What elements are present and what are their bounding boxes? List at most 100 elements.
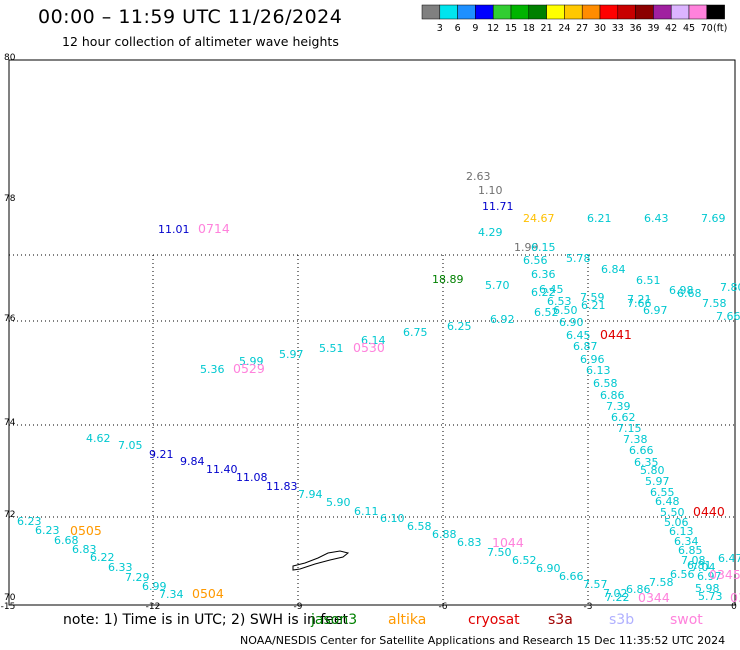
wave-height-value: 9.21 <box>149 448 174 461</box>
latitude-tick-label: 80 <box>4 53 16 63</box>
wave-height-value: 7.38 <box>623 433 648 446</box>
pass-time-label: 0505 <box>70 523 102 538</box>
wave-height-value: 6.75 <box>403 326 428 339</box>
wave-height-value: 11.83 <box>266 480 298 493</box>
longitude-tick-label: -3 <box>584 602 593 612</box>
wave-height-value: 5.78 <box>566 252 591 265</box>
wave-height-value: 5.80 <box>640 464 665 477</box>
wave-height-value: 5.06 <box>664 516 689 529</box>
wave-height-value: 6.34 <box>674 535 699 548</box>
wave-height-value: 6.87 <box>573 340 598 353</box>
graticule <box>9 254 734 605</box>
color-scale-legend: 3 6 9 12 15 18 21 24 27 30 33 36 39 42 45 70 (ft) <box>421 4 727 34</box>
longitude-tick-label: -6 <box>439 602 448 612</box>
wave-height-value: 7.34 <box>159 588 184 601</box>
color-bin-label: 27 <box>576 23 588 34</box>
wave-height-value: 6.90 <box>536 562 561 575</box>
jan-mayen-island-outline <box>292 550 350 571</box>
color-bin-label: 24 <box>558 23 570 34</box>
wave-height-value: 9.84 <box>180 455 205 468</box>
wave-height-value: 5.99 <box>239 355 264 368</box>
wave-height-value: 6.97 <box>643 304 668 317</box>
wave-height-value: 6.96 <box>580 353 605 366</box>
wave-height-value: 6.58 <box>407 520 432 533</box>
wave-height-value: 7.57 <box>583 578 608 591</box>
pass-time-label: 0504 <box>192 586 224 601</box>
wave-height-value: 6.21 <box>581 299 606 312</box>
pass-time-label: 0440 <box>693 504 725 519</box>
wave-height-value: 7.66 <box>627 297 652 310</box>
pass-time-label: 1044 <box>492 535 524 550</box>
wave-height-value: 5.98 <box>695 582 720 595</box>
wave-height-value: 6.84 <box>601 263 626 276</box>
wave-height-value: 7.29 <box>125 571 150 584</box>
color-bin-label: 70 <box>701 23 713 34</box>
wave-height-value: 1.10 <box>478 184 503 197</box>
wave-height-value: 6.99 <box>142 580 167 593</box>
wave-height-value: 6.83 <box>72 543 97 556</box>
pass-time-label: 0530 <box>353 340 385 355</box>
wave-height-value: 6.43 <box>644 212 669 225</box>
wave-height-value: 6.66 <box>629 444 654 457</box>
wave-height-value: 6.85 <box>678 544 703 557</box>
wave-height-value: 6.15 <box>531 241 556 254</box>
wave-height-value: 6.23 <box>35 524 60 537</box>
color-bin-label: 39 <box>647 23 659 34</box>
wave-height-value: 6.52 <box>534 306 559 319</box>
wave-height-value: 5.51 <box>319 342 344 355</box>
longitude-tick-label: -12 <box>146 602 161 612</box>
wave-height-value: 6.14 <box>361 334 386 347</box>
color-bin-label: 6 <box>455 23 461 34</box>
wave-height-value: 7.66 <box>716 310 740 323</box>
wave-height-value: 7.58 <box>702 297 727 310</box>
wave-height-value: 4.29 <box>478 226 503 239</box>
satellite-legend-item: s3a <box>548 612 573 628</box>
wave-height-value: 6.45 <box>539 283 564 296</box>
wave-height-value: 6.21 <box>587 212 612 225</box>
wave-height-value: 6.13 <box>586 364 611 377</box>
wave-height-value: 5.97 <box>645 475 670 488</box>
color-bin-label: 12 <box>487 23 499 34</box>
wave-height-value: 7.04 <box>691 561 716 574</box>
wave-height-value: 7.94 <box>298 488 323 501</box>
wave-height-value: 6.62 <box>611 411 636 424</box>
color-bin-label: 21 <box>541 23 553 34</box>
latitude-tick-label: 74 <box>4 418 16 428</box>
wave-height-value: 6.90 <box>559 316 584 329</box>
wave-height-value: 6.53 <box>547 295 572 308</box>
wave-height-value: 6.98 <box>669 284 694 297</box>
wave-height-value: 6.22 <box>531 286 556 299</box>
wave-height-value: 6.36 <box>531 268 556 281</box>
color-bin-label: 36 <box>630 23 642 34</box>
wave-height-value: 6.23 <box>17 515 42 528</box>
axis-tick-labels: 80 78 76 74 72 70-15 -12 -9 -6 -3 0 <box>1 53 737 612</box>
wave-height-value: 6.51 <box>636 274 661 287</box>
color-bin-label: 15 <box>505 23 517 34</box>
wave-height-value: 11.71 <box>482 200 514 213</box>
wave-height-value: 6.10 <box>380 512 405 525</box>
color-bin-swatch <box>706 4 725 20</box>
wave-height-value: 6.66 <box>559 570 584 583</box>
longitude-tick-label: -9 <box>294 602 303 612</box>
satellite-legend-item: cryosat <box>468 612 520 628</box>
wave-height-value: 2.63 <box>466 170 491 183</box>
wave-height-value: 6.68 <box>54 534 79 547</box>
wave-height-value: 6.83 <box>457 536 482 549</box>
pass-time-label: 0345 <box>730 590 740 605</box>
wave-height-value: 11.01 <box>158 223 190 236</box>
wave-height-value: 7.58 <box>649 576 674 589</box>
wave-height-value: 24.67 <box>523 212 555 225</box>
wave-height-value: 6.13 <box>669 525 694 538</box>
wave-height-value: 6.86 <box>600 389 625 402</box>
wave-height-value: 5.50 <box>660 506 685 519</box>
wave-height-value: 6.50 <box>553 304 578 317</box>
wave-height-value: 4.62 <box>86 432 111 445</box>
wave-height-value: 6.86 <box>626 583 651 596</box>
color-bin-label: 3 <box>437 23 443 34</box>
wave-height-value: 5.36 <box>200 363 225 376</box>
wave-height-value: 6.56 <box>670 568 695 581</box>
wave-height-value: 6.47 <box>718 552 740 565</box>
wave-height-value: 7.21 <box>627 293 652 306</box>
wave-height-value: 7.39 <box>606 400 631 413</box>
latitude-tick-label: 70 <box>4 593 16 603</box>
